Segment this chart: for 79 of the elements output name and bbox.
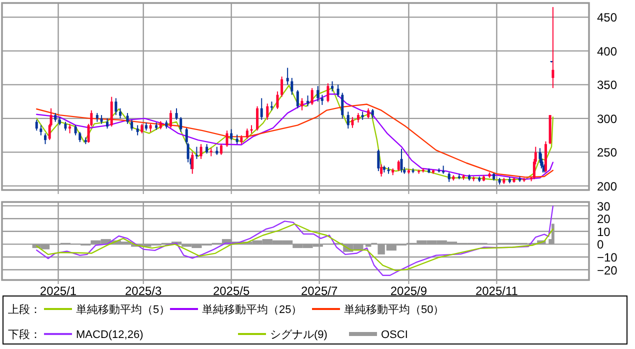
candlestick bbox=[290, 77, 294, 96]
candlestick bbox=[256, 106, 259, 132]
legend-title: 上段： bbox=[8, 303, 41, 316]
legend-label: 単純移動平均（25） bbox=[202, 304, 302, 316]
x-tick-label: 2025/5 bbox=[212, 284, 250, 298]
candlestick bbox=[78, 131, 82, 143]
candlestick bbox=[236, 134, 238, 145]
candlestick bbox=[276, 90, 279, 110]
candlestick bbox=[320, 94, 324, 106]
candlestick bbox=[310, 88, 314, 106]
candlestick bbox=[400, 148, 403, 173]
candlestick bbox=[206, 144, 208, 154]
candlestick bbox=[136, 124, 139, 136]
candlestick bbox=[114, 98, 118, 116]
candlestick bbox=[180, 116, 182, 132]
candlestick bbox=[296, 90, 299, 109]
y-tick-label: 20 bbox=[597, 212, 611, 226]
x-tick-label: 2025/7 bbox=[300, 284, 338, 298]
legend-label: MACD(12,26) bbox=[76, 329, 144, 341]
y-tick-label: 350 bbox=[597, 78, 618, 92]
y-tick-label: 0 bbox=[597, 238, 604, 252]
candlestick bbox=[130, 119, 134, 132]
candlestick bbox=[448, 172, 450, 182]
legend-label: シグナル(9) bbox=[270, 329, 328, 341]
y-tick-label: 200 bbox=[597, 179, 618, 194]
candlestick bbox=[230, 128, 233, 141]
candlestick bbox=[246, 128, 248, 140]
candlestick bbox=[140, 123, 144, 134]
candlestick bbox=[397, 160, 400, 172]
candlestick bbox=[126, 112, 129, 124]
candlestick bbox=[68, 123, 72, 134]
y-tick-label: 30 bbox=[597, 199, 611, 214]
candlestick bbox=[380, 164, 383, 177]
candlestick bbox=[226, 130, 228, 148]
legend-title: 下段： bbox=[8, 329, 41, 341]
y-tick-label: −20 bbox=[597, 263, 618, 278]
y-tick-label: 250 bbox=[597, 146, 618, 160]
candlestick bbox=[266, 103, 269, 120]
candlestick bbox=[351, 116, 354, 128]
x-tick-label: 2025/3 bbox=[124, 284, 162, 298]
line-series bbox=[36, 223, 554, 272]
legend-label: 単純移動平均（50） bbox=[344, 304, 444, 316]
y-tick-label: 400 bbox=[597, 44, 618, 58]
candlestick bbox=[326, 82, 330, 103]
candlestick bbox=[119, 108, 122, 119]
legend-label: 単純移動平均（5） bbox=[76, 304, 170, 316]
x-tick-label: 2025/11 bbox=[475, 284, 518, 298]
candlestick bbox=[356, 112, 360, 123]
candlestick bbox=[35, 119, 38, 132]
candlestick bbox=[200, 144, 202, 160]
candlestick bbox=[331, 80, 334, 92]
candlestick bbox=[377, 148, 380, 172]
x-tick-label: 2025/9 bbox=[390, 284, 428, 298]
candlestick bbox=[169, 110, 172, 128]
candlestick bbox=[175, 108, 178, 120]
candlestick bbox=[341, 92, 344, 119]
candlestick bbox=[260, 98, 263, 120]
candlestick bbox=[110, 96, 113, 128]
line-series bbox=[36, 206, 554, 276]
candlestick bbox=[300, 98, 304, 111]
candlestick bbox=[367, 108, 370, 119]
y-tick-label: 10 bbox=[597, 224, 611, 239]
candlestick bbox=[371, 108, 374, 119]
y-tick-label: 450 bbox=[597, 10, 618, 25]
x-tick-label: 2025/1 bbox=[40, 284, 77, 298]
candlestick bbox=[106, 118, 109, 130]
candlestick bbox=[74, 124, 77, 136]
y-tick-label: −10 bbox=[597, 250, 618, 264]
candlestick bbox=[280, 76, 284, 98]
candlestick bbox=[220, 144, 222, 156]
candlestick bbox=[306, 94, 310, 107]
candlestick bbox=[316, 86, 320, 102]
legend-label: OSCI bbox=[381, 329, 408, 341]
candlestick bbox=[286, 67, 289, 86]
candlestick bbox=[336, 84, 340, 98]
candlestick bbox=[44, 132, 47, 145]
y-tick-label: 300 bbox=[597, 112, 618, 126]
candlestick bbox=[346, 111, 350, 130]
candlestick bbox=[40, 124, 42, 136]
